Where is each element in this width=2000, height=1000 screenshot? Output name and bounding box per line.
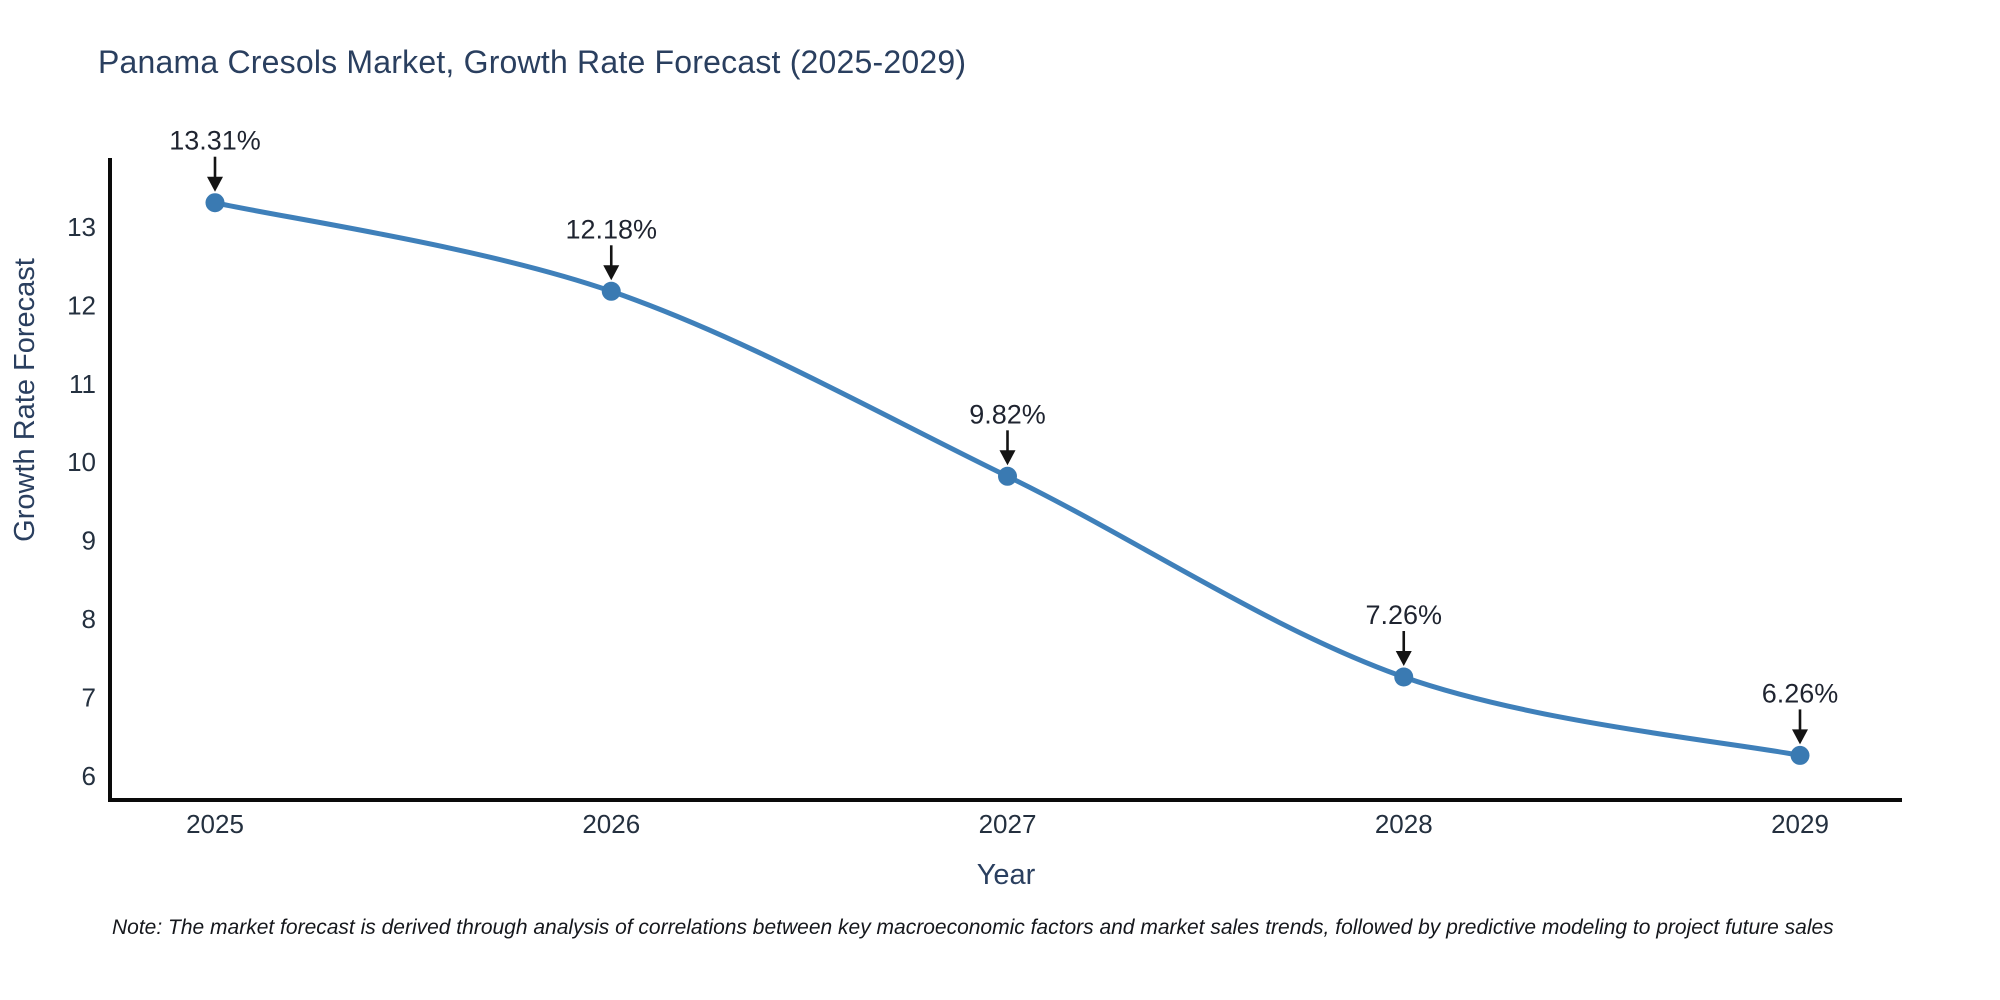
y-axis-title: Growth Rate Forecast [9, 258, 41, 542]
data-point-marker[interactable] [1790, 745, 1810, 765]
x-tick-label: 2029 [1771, 809, 1829, 839]
x-tick-label: 2028 [1375, 809, 1433, 839]
y-tick-label: 8 [82, 604, 96, 634]
footnote: Note: The market forecast is derived thr… [112, 916, 1834, 939]
annotation-label: 7.26% [1365, 600, 1442, 630]
annotation-arrowhead-icon [1792, 729, 1808, 745]
x-tick-label: 2026 [582, 809, 640, 839]
y-tick-label: 11 [69, 369, 96, 399]
annotation-arrowhead-icon [1395, 651, 1412, 667]
annotation-arrowhead-icon [999, 450, 1016, 466]
y-tick-label: 9 [82, 526, 96, 556]
annotation-arrowhead-icon [207, 176, 223, 192]
data-point-marker[interactable] [1394, 667, 1414, 687]
y-tick-label: 10 [67, 447, 96, 477]
data-point-marker[interactable] [998, 466, 1017, 486]
y-tick-label: 7 [82, 682, 96, 712]
x-tick-label: 2025 [186, 809, 244, 839]
x-tick-label: 2027 [979, 809, 1037, 839]
annotation-arrowhead-icon [603, 265, 620, 281]
annotation-label: 12.18% [565, 214, 657, 244]
y-tick-label: 6 [82, 761, 96, 791]
annotation-label: 9.82% [969, 399, 1046, 429]
chart-title: Panama Cresols Market, Growth Rate Forec… [98, 44, 967, 80]
x-axis-title: Year [977, 859, 1036, 891]
data-point-marker[interactable] [205, 193, 225, 213]
y-tick-label: 13 [67, 212, 96, 242]
annotation-label: 6.26% [1762, 678, 1839, 708]
data-point-marker[interactable] [601, 281, 621, 301]
y-tick-label: 12 [67, 290, 96, 320]
annotation-label: 13.31% [169, 126, 261, 156]
